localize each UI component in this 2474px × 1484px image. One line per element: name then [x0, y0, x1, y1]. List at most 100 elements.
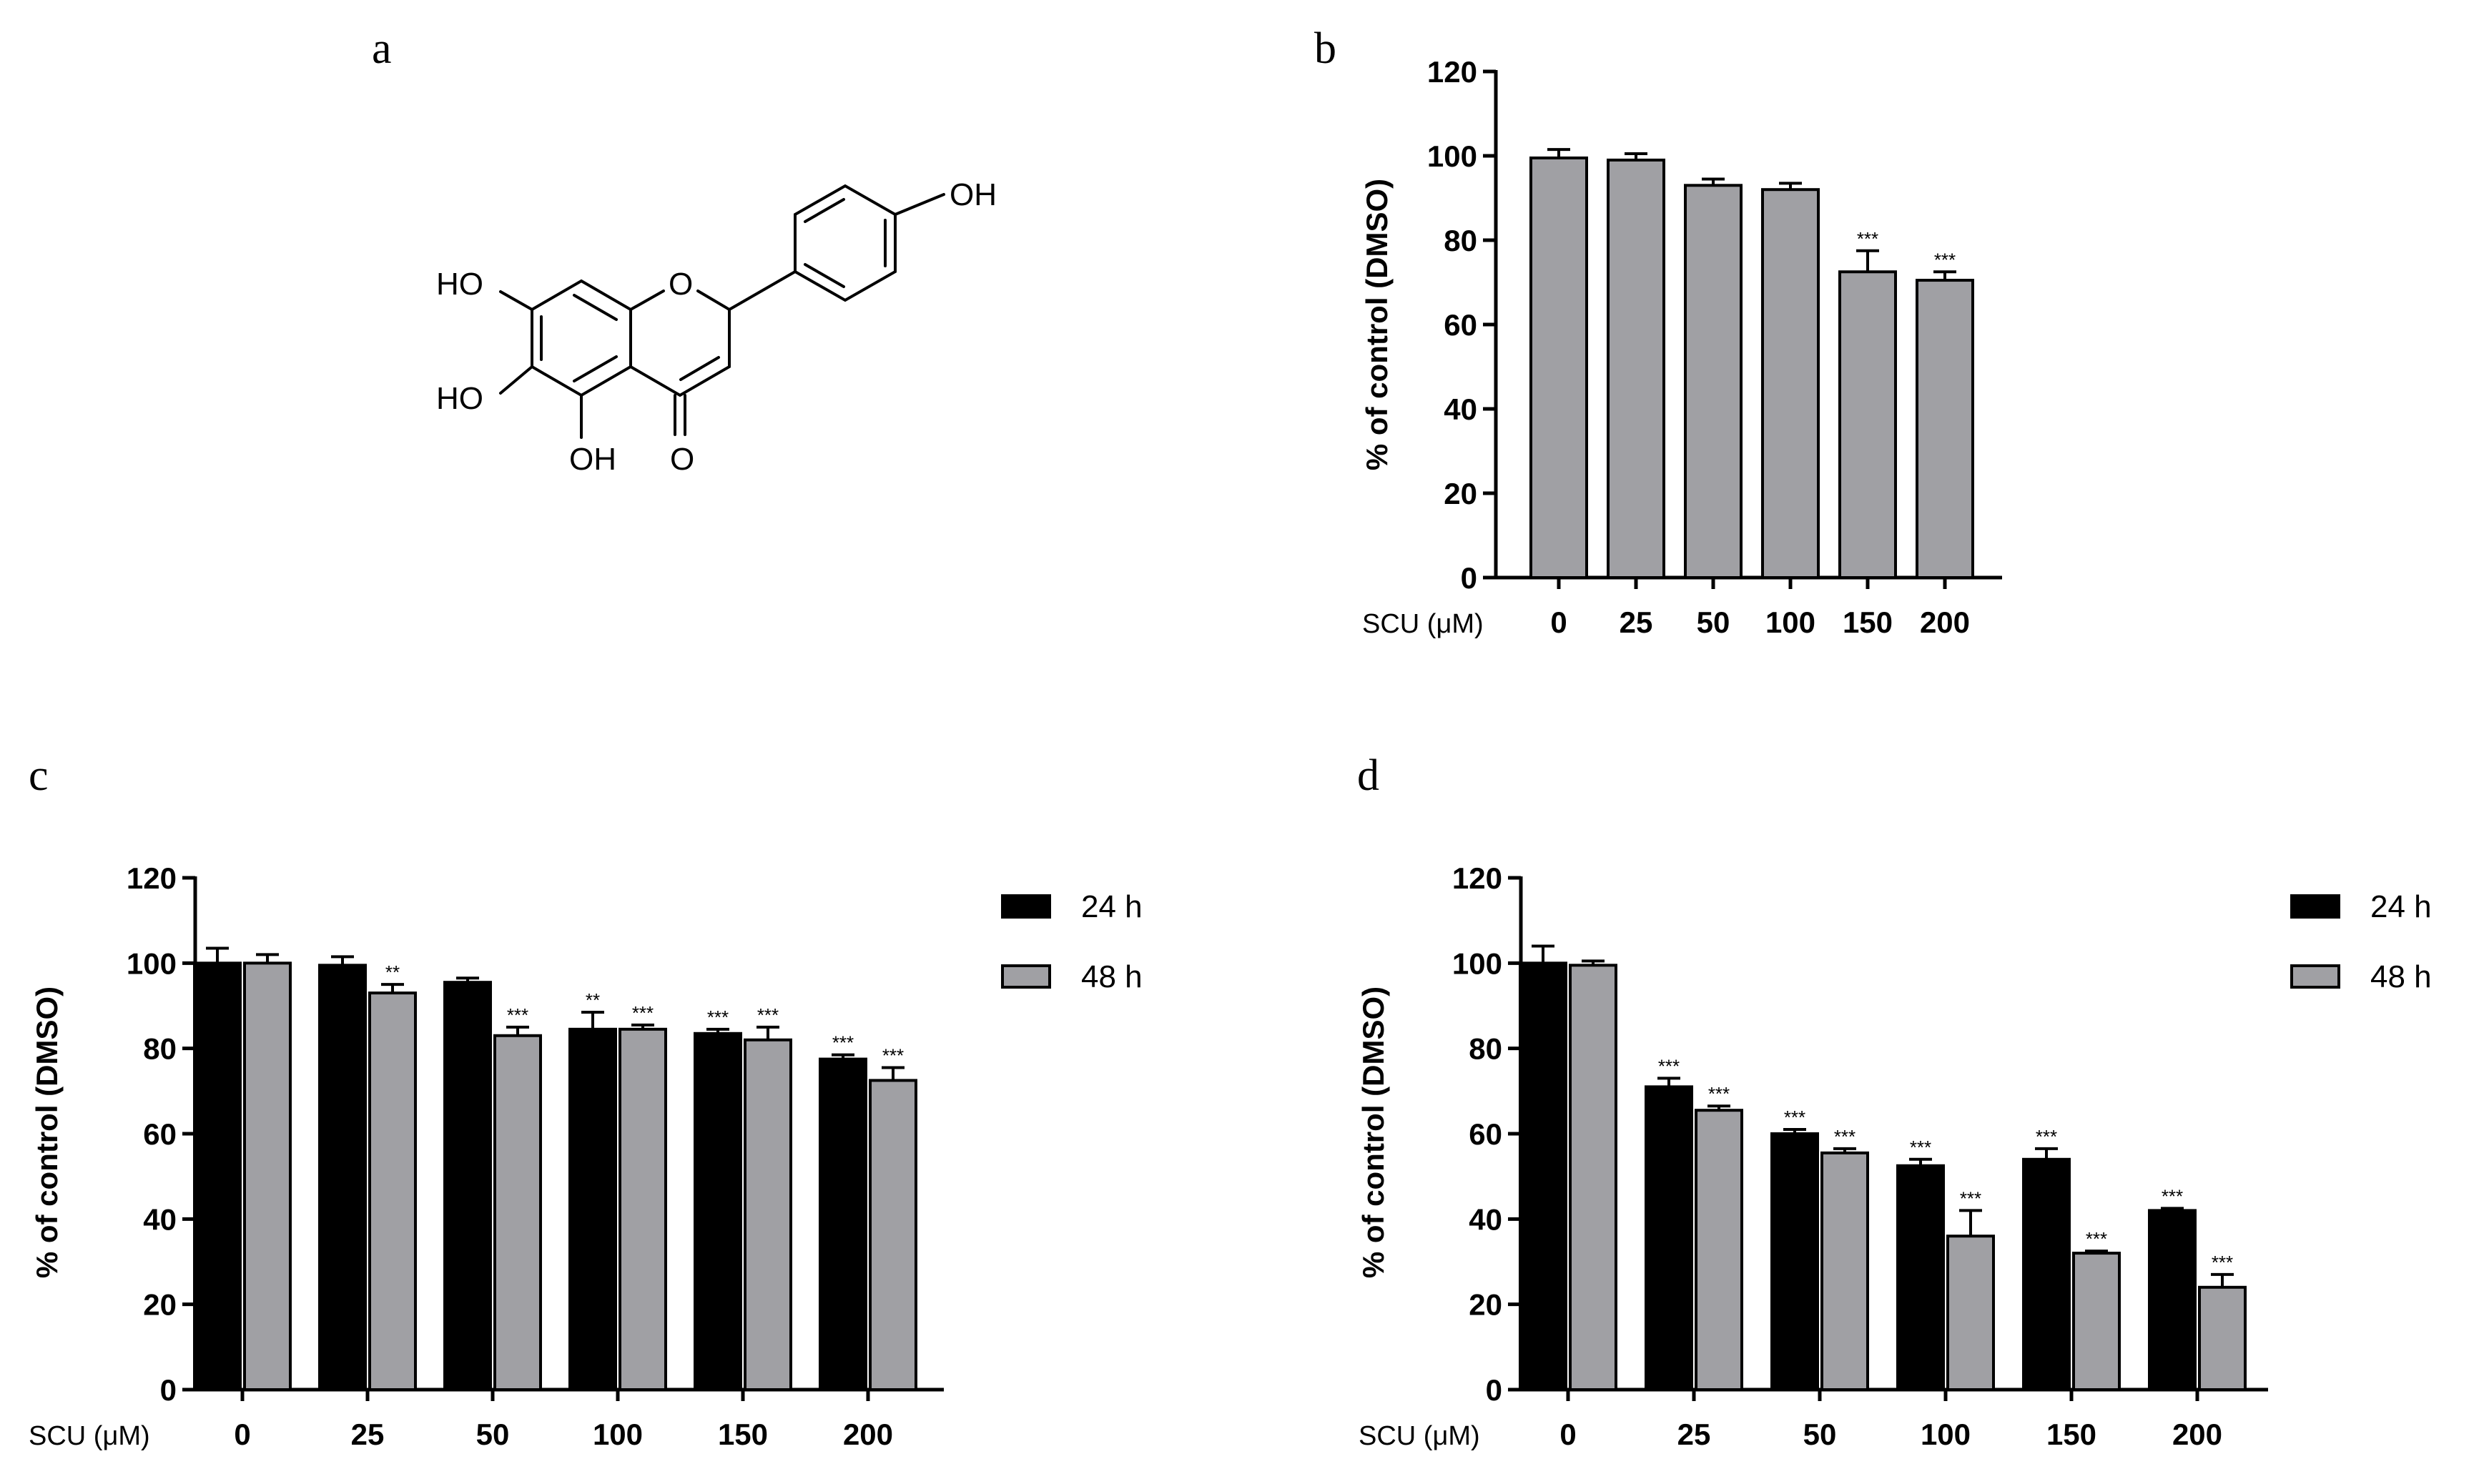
y-tick-label: 100 [1427, 139, 1477, 173]
x-tick-label: 200 [1920, 605, 1970, 639]
oh-label-b-ring: OH [950, 177, 997, 212]
bar [1838, 270, 1897, 579]
panel-label-b: b [1314, 24, 1336, 73]
y-tick-label: 20 [1444, 477, 1477, 510]
x-tick-label: 25 [1620, 605, 1653, 639]
bar [1569, 964, 1617, 1391]
y-tick-label: 40 [1444, 392, 1477, 426]
significance-marker: *** [882, 1045, 904, 1067]
y-tick-label: 60 [143, 1117, 177, 1151]
legend-swatch [1001, 964, 1051, 989]
x-tick-label: 150 [718, 1418, 768, 1451]
bar [368, 991, 417, 1391]
x-tick-label: 25 [351, 1418, 385, 1451]
significance-marker: *** [832, 1032, 854, 1054]
bar [1896, 1164, 1945, 1391]
x-tick-label: 50 [1697, 605, 1730, 639]
ho-label-6: HO [436, 381, 483, 416]
significance-marker: *** [1708, 1083, 1730, 1104]
bar [744, 1038, 792, 1391]
bar [1645, 1085, 1693, 1392]
significance-marker: *** [1658, 1055, 1680, 1077]
ring-c-bond-1 [629, 290, 665, 311]
x-tick-label: 25 [1677, 1418, 1711, 1451]
significance-marker: *** [1784, 1107, 1805, 1128]
bar [2148, 1209, 2197, 1392]
y-tick-label: 60 [1444, 308, 1477, 342]
significance-marker: *** [757, 1004, 779, 1026]
bar [618, 1027, 667, 1391]
legend-label: 48 h [1081, 959, 1143, 994]
bar [568, 1027, 617, 1391]
x-tick-label: 50 [1803, 1418, 1837, 1451]
bar [193, 961, 242, 1392]
x-axis-title: SCU (μM) [29, 1421, 150, 1451]
y-tick-label: 60 [1469, 1117, 1502, 1151]
panel-label-a: a [372, 24, 392, 73]
y-axis-title: % of control (DMSO) [30, 986, 64, 1278]
significance-marker: *** [1834, 1126, 1856, 1147]
significance-marker: *** [1934, 249, 1956, 270]
y-tick-label: 20 [1469, 1288, 1502, 1322]
significance-marker: *** [632, 1002, 654, 1024]
legend-swatch [2290, 964, 2340, 989]
x-tick-label: 0 [234, 1418, 250, 1451]
y-tick-label: 80 [1444, 224, 1477, 257]
significance-marker: *** [2036, 1126, 2057, 1147]
bar [1684, 184, 1743, 579]
x-axis-title: SCU (μM) [1362, 609, 1484, 639]
bar [819, 1057, 867, 1392]
significance-marker: *** [1857, 228, 1878, 249]
x-tick-label: 200 [843, 1418, 893, 1451]
bar [869, 1079, 917, 1391]
y-axis-title: % of control (DMSO) [1356, 986, 1390, 1278]
y-tick-label: 40 [1469, 1202, 1502, 1236]
bar [1607, 158, 1665, 579]
ring-b [794, 184, 897, 302]
y-axis-title: % of control (DMSO) [1360, 179, 1394, 470]
x-tick-label: 0 [1550, 605, 1567, 639]
bar [1529, 156, 1588, 579]
carbonyl-o-label: O [670, 442, 694, 477]
bar [2198, 1285, 2247, 1392]
bar [243, 961, 292, 1392]
chart-b: 0 20 40 60 80 100 120 % of control (DMSO) SCU (μ… [1360, 55, 2002, 639]
y-tick-label: 80 [143, 1032, 177, 1066]
y-tick-label: 40 [143, 1202, 177, 1236]
bar [1770, 1132, 1819, 1391]
significance-marker: *** [707, 1006, 729, 1028]
bar [493, 1034, 542, 1392]
chemical-structure [499, 184, 945, 439]
bar [1820, 1151, 1869, 1391]
significance-marker: *** [1960, 1187, 1981, 1209]
x-tick-label: 50 [476, 1418, 510, 1451]
bar [1761, 188, 1820, 579]
legend-swatch [2290, 894, 2340, 919]
chart-d: 0 20 40 60 80 100 120 % of control (DMSO) SCU (μ… [1356, 861, 2432, 1451]
x-tick-label: 150 [2046, 1418, 2096, 1451]
significance-marker: *** [2086, 1228, 2107, 1250]
y-tick-label: 80 [1469, 1032, 1502, 1066]
legend-label: 24 h [2370, 889, 2432, 924]
bar [318, 964, 367, 1391]
x-tick-label: 100 [1921, 1418, 1971, 1451]
x-tick-label: 150 [1843, 605, 1893, 639]
x-tick-label: 200 [2172, 1418, 2222, 1451]
ho-label-7: HO [436, 267, 483, 302]
significance-marker: *** [1910, 1137, 1931, 1158]
bar [2072, 1252, 2121, 1391]
y-tick-label: 120 [1452, 861, 1502, 895]
significance-marker: *** [507, 1004, 528, 1026]
y-tick-label: 20 [143, 1288, 177, 1322]
oh-label-5: OH [569, 442, 616, 477]
bar [1519, 961, 1567, 1392]
y-tick-label: 120 [127, 861, 177, 895]
x-tick-label: 100 [593, 1418, 643, 1451]
significance-marker: ** [385, 961, 400, 983]
bar [1695, 1109, 1743, 1392]
y-tick-label: 100 [1452, 946, 1502, 980]
y-tick-label: 0 [1486, 1373, 1502, 1407]
x-tick-label: 0 [1559, 1418, 1576, 1451]
panel-label-d: d [1357, 751, 1379, 800]
